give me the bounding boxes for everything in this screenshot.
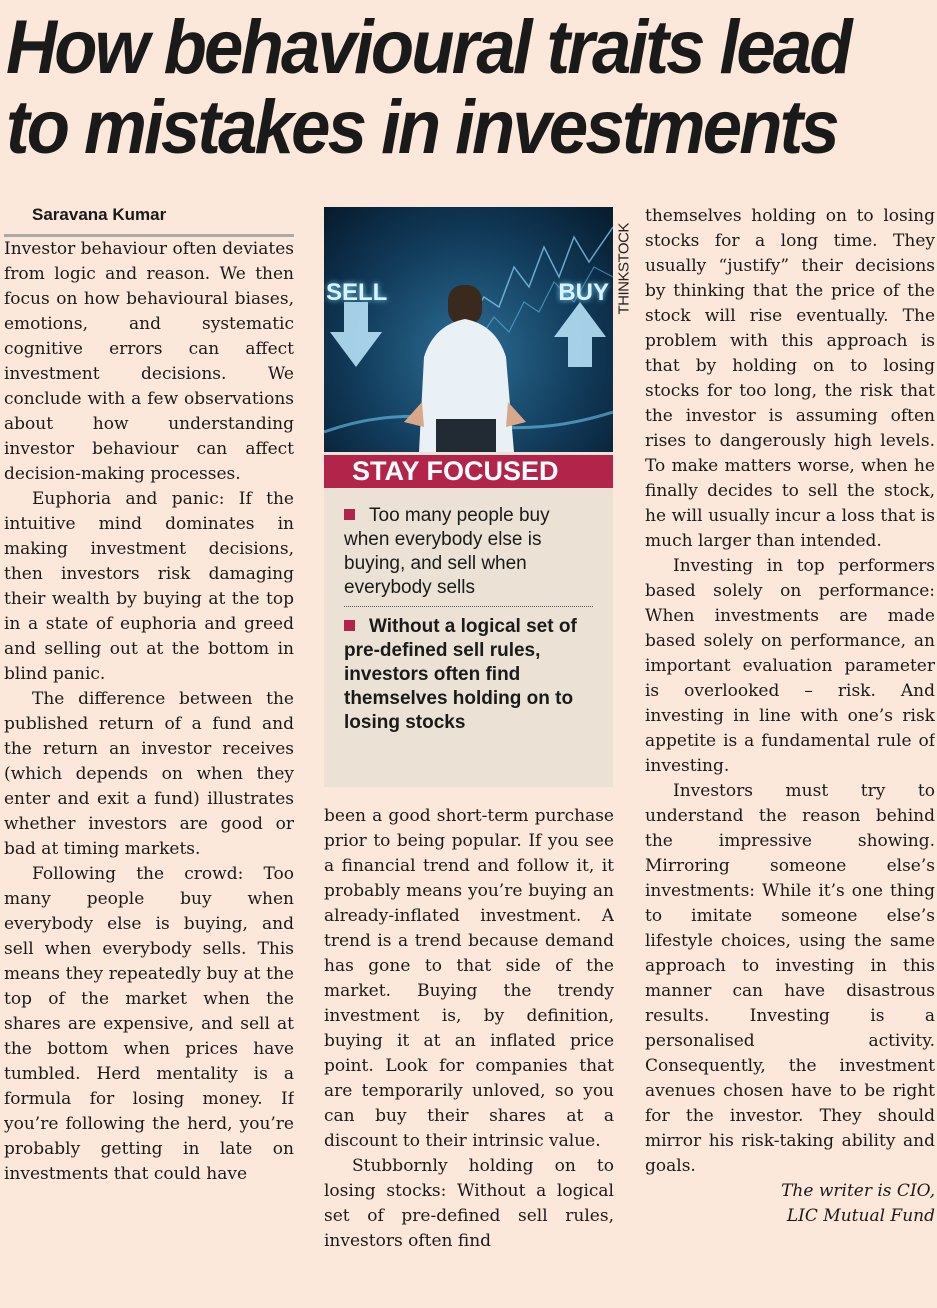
sidebar-title: STAY FOCUSED: [324, 455, 613, 488]
headline-line-2: to mistakes in investments: [6, 85, 840, 170]
photo-credit: THINKSTOCK: [615, 223, 633, 315]
column-3: themselves holding on to losing stocks f…: [645, 204, 935, 1308]
paragraph: Investors must try to understand the rea…: [645, 781, 935, 1176]
column-1: Saravana Kumar Investor behaviour often …: [4, 204, 294, 1308]
sidebar-box: SELL BUY STAY FOCUSED Too many people bu…: [324, 207, 613, 787]
square-bullet-icon: [344, 620, 355, 631]
paragraph: Euphoria and panic: If the intuitive min…: [4, 489, 294, 684]
paragraph: Investor behaviour often deviates from l…: [4, 239, 294, 484]
paragraph: The difference between the published ret…: [4, 689, 294, 859]
chart-lines-graphic: [324, 226, 613, 452]
sell-label: SELL: [326, 279, 388, 306]
sell-arrow-down-icon: [330, 302, 382, 367]
author-note: The writer is CIO, LIC Mutual Fund: [781, 1181, 935, 1226]
paragraph: themselves holding on to losing stocks f…: [645, 206, 935, 551]
byline: Saravana Kumar: [4, 204, 294, 237]
column-2: been a good short-term purchase prior to…: [324, 804, 614, 1308]
buy-label: BUY: [558, 279, 609, 306]
square-bullet-icon: [344, 509, 355, 520]
stock-photo: SELL BUY: [324, 207, 613, 452]
paragraph: Investing in top performers based solely…: [645, 556, 935, 776]
paragraph: Stubbornly holding on to losing stocks: …: [324, 1156, 614, 1251]
buy-arrow-up-icon: [554, 302, 606, 367]
bullet-item: Too many people buy when everybody else …: [344, 505, 550, 598]
sidebar-bullets: Too many people buy when everybody else …: [324, 488, 613, 741]
headline: How behavioural traits lead to mistakes …: [6, 8, 871, 168]
bullet-item: Without a logical set of pre-defined sel…: [344, 606, 593, 741]
paragraph: been a good short-term purchase prior to…: [324, 806, 614, 1151]
headline-line-1: How behavioural traits lead: [6, 5, 853, 90]
paragraph: Following the crowd: Too many people buy…: [4, 864, 294, 1184]
